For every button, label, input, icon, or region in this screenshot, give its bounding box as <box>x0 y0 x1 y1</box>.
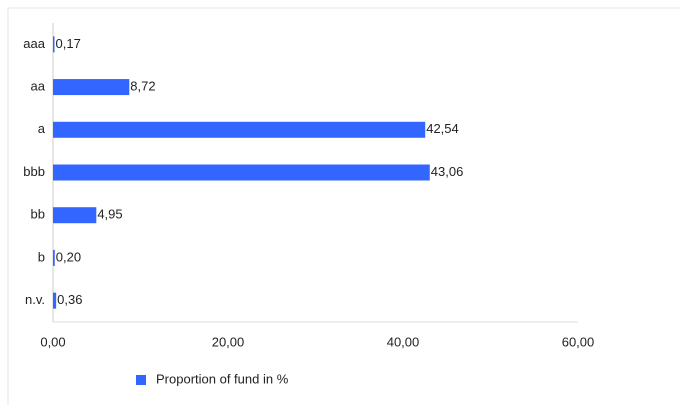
bar <box>53 207 97 224</box>
value-label: 0,36 <box>57 292 82 307</box>
y-tick-label: n.v. <box>25 292 45 307</box>
bar <box>53 164 430 181</box>
legend-swatch <box>136 375 146 385</box>
y-tick-label: aa <box>31 79 46 94</box>
bar <box>53 121 426 138</box>
y-tick-label: bb <box>31 207 45 222</box>
value-label: 42,54 <box>426 121 459 136</box>
value-label: 0,17 <box>56 36 81 51</box>
y-tick-label: bbb <box>23 164 45 179</box>
x-tick-label: 60,00 <box>562 334 595 349</box>
bar <box>53 292 57 309</box>
y-tick-label: aaa <box>23 36 45 51</box>
value-label: 43,06 <box>431 164 464 179</box>
y-tick-label: a <box>38 121 46 136</box>
bar <box>53 36 55 53</box>
y-tick-label: b <box>38 249 45 264</box>
value-label: 0,20 <box>56 249 81 264</box>
bar <box>53 249 55 266</box>
x-tick-label: 20,00 <box>212 334 245 349</box>
value-label: 8,72 <box>130 79 155 94</box>
x-tick-label: 0,00 <box>40 334 65 349</box>
bar <box>53 79 130 96</box>
value-label: 4,95 <box>97 207 122 222</box>
legend-label: Proportion of fund in % <box>156 371 289 386</box>
x-tick-label: 40,00 <box>387 334 420 349</box>
